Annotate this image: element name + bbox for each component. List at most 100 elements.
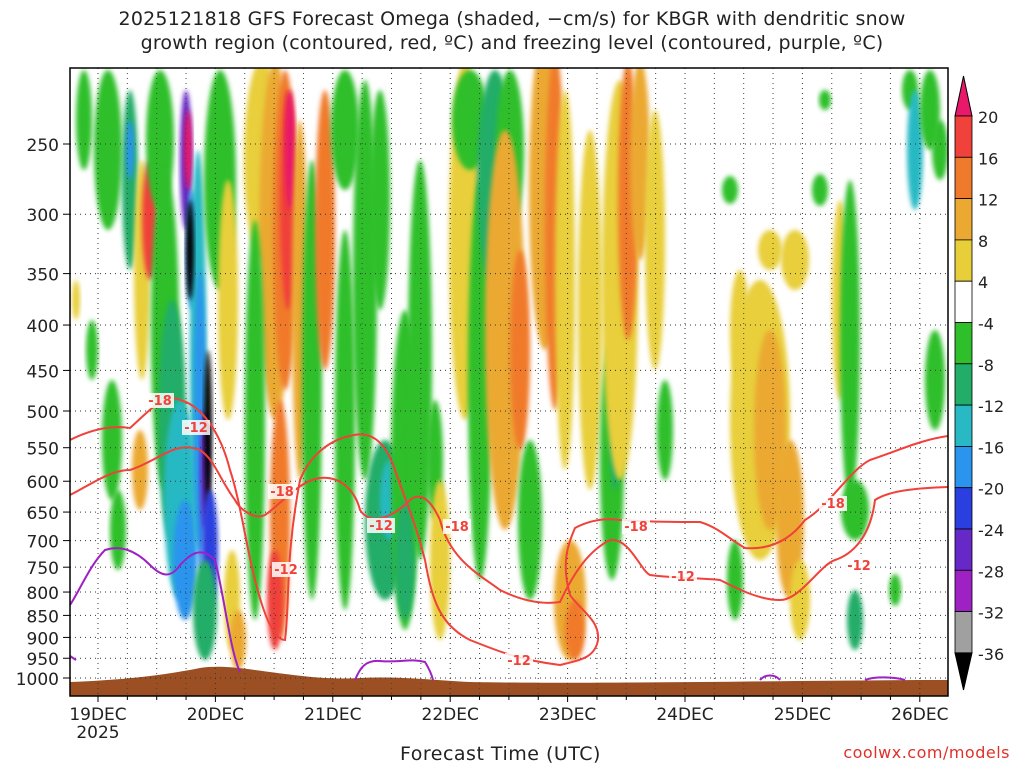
omega-shade [370,90,390,310]
colorbar-swatch [954,280,973,323]
omega-shade [186,200,194,300]
x-tick-label: 20DEC [187,705,244,725]
colorbar-swatch [954,611,973,654]
y-tick-label: 350 [27,266,59,286]
omega-shade [510,250,530,450]
y-tick-label: 1000 [16,670,59,690]
contour-label: -18 [821,497,845,512]
freezing-level-contour [70,547,241,673]
x-tick-label: 24DEC [656,705,713,725]
x-tick-label: 21DEC [304,705,361,725]
y-tick-label: 550 [27,440,59,460]
omega-shade [840,180,860,500]
colorbar-swatch [954,115,973,158]
contour-labels-layer: -18 -12 -18 -12 -12 -18 -12 -18 -12 -12 -18 [146,393,873,669]
omega-shade [841,480,869,540]
freezing-level-contour [759,674,781,681]
contour-label-bg [669,569,697,584]
omega-shade [230,610,246,670]
colorbar-top-arrow [954,75,973,117]
y-axis: 2503003504004505005506006507007508008509… [16,136,70,690]
omega-shade [907,90,923,210]
contour-label-bg [272,562,300,577]
x-year-label: 2025 [76,723,119,743]
colorbar-swatch [954,156,973,200]
terrain-ground [70,666,948,696]
omega-shade [193,560,217,660]
contour-label: -18 [148,394,172,409]
y-tick-label: 700 [27,533,59,553]
omega-shading-layer [72,68,948,670]
colorbar-label: -4 [978,315,994,334]
omega-shade [657,380,673,480]
omega-shade [758,230,782,270]
x-tick-label: 25DEC [774,705,831,725]
omega-shade [578,130,602,490]
colorbar-swatch [954,445,973,489]
colorbar-swatch [954,322,973,365]
colorbar-swatch [954,363,973,406]
colorbar-label: 20 [978,108,998,127]
colorbar-label: -32 [978,604,1004,623]
omega-shade [335,230,355,610]
contour-label-bg [182,420,210,435]
colorbar-label: -28 [978,562,1004,581]
omega-shade [722,176,738,204]
freezing-level-contour [864,676,906,681]
y-tick-label: 400 [27,317,59,337]
omega-shade [94,70,122,230]
colorbar-legend: 20 16 12 8 4 -4 -8 -12 -16 -20 -24 -28 -32 -36 [954,75,1004,691]
omega-shade [819,90,831,110]
colorbar-label: -24 [978,521,1004,540]
x-axis: 19DEC 20DEC 21DEC 22DEC 23DEC 24DEC 25DEC 26DEC… [69,696,948,743]
colorbar-label: -36 [978,645,1004,664]
contour-label-bg [367,518,395,533]
y-tick-label: 600 [27,473,59,493]
y-tick-label: 750 [27,559,59,579]
contour-label: -12 [671,570,695,585]
omega-shade [408,160,432,560]
x-tick-label: 19DEC [69,705,126,725]
contour-label: -12 [507,654,531,669]
colorbar-label: -12 [978,397,1004,416]
omega-shade [518,440,542,600]
freezing-level-contour [354,659,434,681]
omega-shade [184,110,192,190]
x-tick-label: 23DEC [539,705,596,725]
omega-shade [285,90,295,210]
colorbar-bottom-arrow [954,652,973,691]
omega-shade [315,90,335,370]
contour-label-bg [268,484,296,499]
omega-shade [630,68,650,260]
omega-shade [132,430,148,510]
y-tick-label: 300 [27,206,59,226]
colorbar-swatch [954,487,973,530]
colorbar-label: -8 [978,356,994,375]
contour-layer [70,397,948,681]
y-tick-label: 850 [27,607,59,627]
colorbar-swatch [954,239,973,282]
contour-label: -12 [847,559,871,574]
credit-link[interactable]: coolwx.com/models [843,743,1010,762]
omega-shade [781,230,809,290]
terrain-layer [70,666,948,696]
x-tick-label: 22DEC [422,705,479,725]
omega-shade [110,490,126,570]
colorbar-swatch [954,528,973,571]
omega-shade [925,330,945,430]
x-axis-title: Forecast Time (UTC) [400,743,601,765]
contour-label: -12 [274,563,298,578]
omega-shade [245,220,265,620]
omega-shade [889,574,901,606]
dgz-contour-18 [70,446,948,604]
omega-shade [776,440,804,600]
contour-label-bg [819,496,847,511]
chart-title-line1: 2025121818 GFS Forecast Omega (shaded, −… [118,8,906,30]
contour-label: -18 [624,520,648,535]
omega-shade [102,380,122,500]
freezing-level-contour [70,655,77,661]
contour-label-bg [505,653,533,668]
omega-shade [812,174,828,206]
x-tick-label: 26DEC [891,705,948,725]
colorbar-label: -20 [978,480,1004,499]
